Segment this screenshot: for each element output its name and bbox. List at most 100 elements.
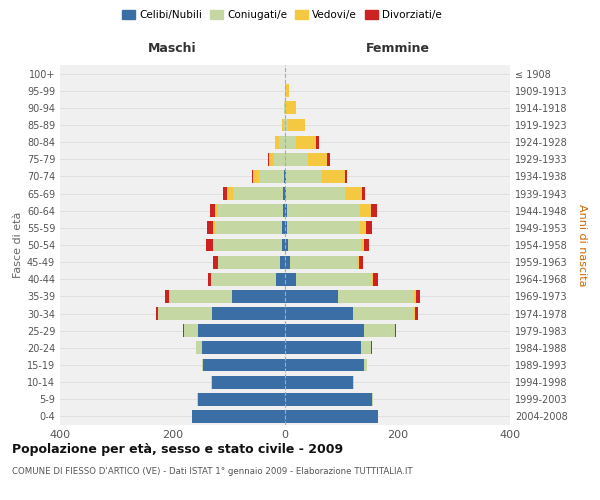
Bar [285,222,287,234]
Text: Maschi: Maschi [148,42,197,54]
Bar [322,170,344,183]
Bar [209,204,215,217]
Bar [206,238,213,252]
Bar [286,170,322,183]
Bar [285,410,378,423]
Bar [276,273,285,285]
Bar [338,290,415,303]
Bar [218,256,280,268]
Bar [362,187,365,200]
Text: Femmine: Femmine [365,42,430,54]
Bar [316,136,319,148]
Bar [353,376,354,388]
Bar [360,204,371,217]
Bar [344,170,347,183]
Bar [233,187,283,200]
Bar [269,153,274,166]
Bar [215,222,282,234]
Bar [285,84,286,97]
Y-axis label: Fasce di età: Fasce di età [13,212,23,278]
Bar [285,324,364,337]
Bar [361,238,364,252]
Bar [164,290,169,303]
Bar [285,376,353,388]
Bar [366,222,371,234]
Bar [198,393,285,406]
Bar [155,307,158,320]
Bar [253,170,259,183]
Bar [286,187,345,200]
Bar [211,376,212,388]
Bar [213,238,214,252]
Bar [198,324,285,337]
Bar [284,170,285,183]
Bar [202,342,285,354]
Bar [280,256,285,268]
Bar [214,238,281,252]
Bar [415,290,420,303]
Bar [364,358,367,372]
Bar [287,222,361,234]
Bar [286,84,289,97]
Bar [285,342,361,354]
Bar [280,136,285,148]
Text: COMUNE DI FIESSO D'ARTICO (VE) - Dati ISTAT 1° gennaio 2009 - Elaborazione TUTTI: COMUNE DI FIESSO D'ARTICO (VE) - Dati IS… [12,468,413,476]
Bar [227,187,233,200]
Bar [415,307,418,320]
Bar [215,204,218,217]
Y-axis label: Anni di nascita: Anni di nascita [577,204,587,286]
Bar [372,273,373,285]
Bar [288,238,361,252]
Bar [282,118,284,132]
Bar [364,238,370,252]
Bar [282,222,285,234]
Bar [345,187,362,200]
Bar [192,410,285,423]
Bar [213,222,215,234]
Bar [213,256,218,268]
Bar [252,170,253,183]
Bar [285,102,286,114]
Bar [285,136,296,148]
Bar [373,273,378,285]
Bar [285,307,353,320]
Bar [288,118,305,132]
Bar [232,290,285,303]
Text: Popolazione per età, sesso e stato civile - 2009: Popolazione per età, sesso e stato civil… [12,442,343,456]
Legend: Celibi/Nubili, Coniugati/e, Vedovi/e, Divorziati/e: Celibi/Nubili, Coniugati/e, Vedovi/e, Di… [121,8,443,22]
Bar [158,307,212,320]
Bar [196,342,202,354]
Bar [182,324,184,337]
Bar [285,118,288,132]
Bar [290,256,357,268]
Bar [357,256,359,268]
Bar [285,290,338,303]
Bar [285,273,296,285]
Bar [287,204,360,217]
Bar [212,307,285,320]
Bar [359,256,363,268]
Bar [208,273,211,285]
Bar [286,102,296,114]
Bar [285,238,288,252]
Bar [296,273,372,285]
Bar [353,307,415,320]
Bar [361,342,371,354]
Bar [285,358,364,372]
Bar [364,324,395,337]
Bar [197,393,198,406]
Bar [202,358,203,372]
Bar [212,376,285,388]
Bar [308,153,327,166]
Bar [395,324,397,337]
Bar [203,358,285,372]
Bar [285,204,287,217]
Bar [283,187,285,200]
Bar [296,136,316,148]
Bar [285,256,290,268]
Bar [281,238,285,252]
Bar [284,118,285,132]
Bar [274,153,285,166]
Bar [361,222,366,234]
Bar [283,204,285,217]
